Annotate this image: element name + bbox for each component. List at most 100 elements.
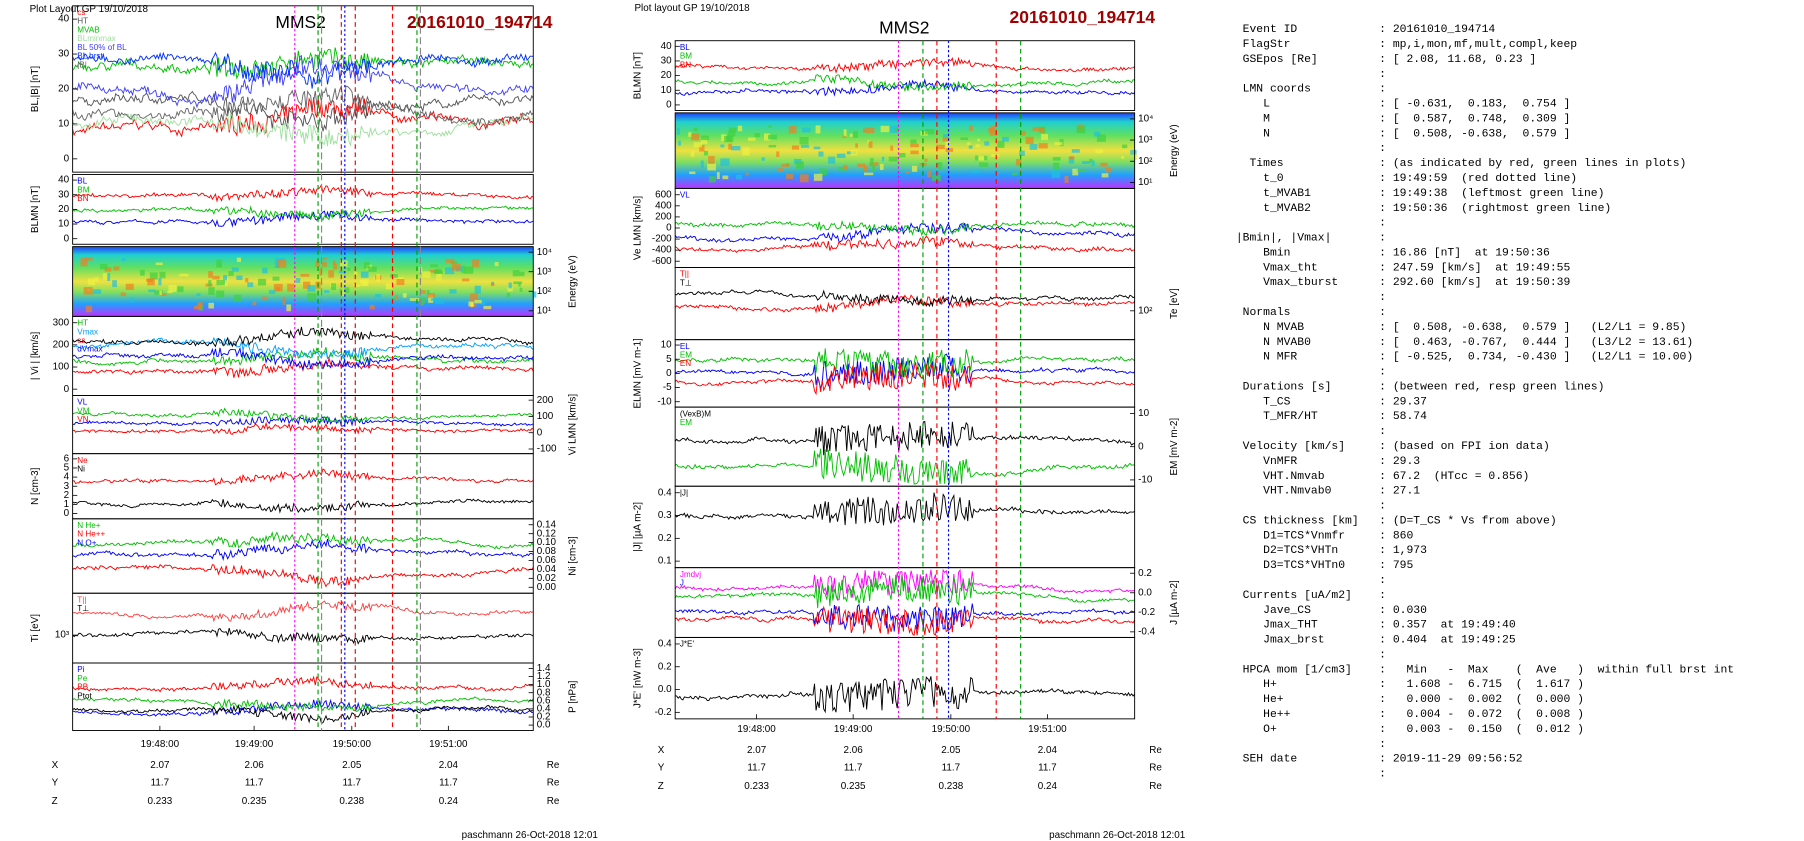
tick-label: 1.2 [537,671,551,682]
spectrogram-cell [1095,149,1103,154]
tick-label: 0 [64,384,70,395]
info-line: Jave_CS : 0.030 [1236,605,1427,617]
info-line: HPCA mom [1/cm3] : Min - Max ( Ave ) wit… [1236,664,1734,676]
trace [72,84,534,129]
tick-label: 100 [53,362,70,373]
legend-entry: BL [680,43,690,52]
trace [72,696,534,713]
tick-label: 20 [58,204,69,215]
panel-frame [72,518,534,594]
spectrogram-cell [262,296,268,301]
legend-entry: T⊥ [77,604,89,613]
spectrogram-cell [395,295,399,301]
axis-label: | Vi | [km/s] [30,332,41,381]
info-line: : [1236,292,1386,304]
spectrogram-cell [800,144,810,148]
tick-label: 10² [537,286,552,297]
spectrogram-cell [391,297,396,301]
spectrogram-cell [1051,169,1060,178]
spectrogram-cell [700,160,704,169]
legend-entry: cs [77,336,85,345]
tick-label: -400 [652,245,672,256]
axis-label: Ti [eV] [30,614,41,642]
spectrogram-cell [975,155,979,161]
spectrogram-cell [216,280,225,286]
spectrogram-cell [678,140,681,146]
tick-label: 0 [64,153,70,164]
spectrogram-cell [480,298,486,305]
spectrogram-cell [531,291,537,298]
spectrogram-cell [888,156,898,162]
spectrogram-cell [147,278,155,286]
tick-label: 100 [537,411,554,422]
spectrogram-cell [943,134,948,137]
coord-cell: 2.04 [439,760,459,771]
spectrogram-cell [208,280,212,287]
spectrogram-cell [262,267,268,274]
trace [72,628,534,645]
spectrogram-cell [729,127,737,133]
spectrogram-cell [1101,173,1109,178]
spectrogram-cell [781,164,789,167]
coord-cell: 0.233 [148,796,173,807]
tick-label: 0.2 [658,533,672,544]
trace [72,498,534,514]
spectrogram-cell [910,139,917,144]
legend-entry: BLminmax [77,34,115,43]
spectrogram-cell [451,263,461,271]
tick-label: 0 [537,427,543,438]
spectrogram-cell [850,149,858,156]
spectrogram-cell [1130,149,1137,155]
tick-label: 40 [661,41,672,52]
spectrogram-cell [159,271,166,279]
legend-entry: T⊥ [680,278,692,287]
spectrogram-cell [494,261,499,267]
trace [674,420,1135,456]
spectrogram-cell [434,268,442,274]
spectrogram [72,246,534,317]
tick-label: 10³ [1138,135,1153,146]
tick-label: 10⁴ [537,247,552,258]
spectrogram-cell [420,290,426,294]
spectrogram-cell [193,305,199,310]
info-line: : [1236,426,1386,438]
spectrogram-cell [716,172,720,180]
panel-frame [72,395,534,455]
spectrogram-cell [742,147,750,156]
spectrogram-cell [776,151,780,157]
spectrogram-cell [731,145,741,151]
spectrogram-cell [461,265,466,274]
spectrogram-cell [197,304,202,310]
coord-cell: 2.06 [844,745,864,756]
info-line: Vmax_tburst : 292.60 [km/s] at 19:50:39 [1236,277,1571,289]
legend-entry: BN [680,60,691,69]
spectrogram-cell [1029,143,1038,150]
spectrogram-cell [708,176,716,183]
spectrogram-cell [444,267,455,275]
spectrogram-cell [763,133,771,141]
legend-entry: BM [77,185,89,194]
spectrogram-cell [87,278,96,286]
spectrogram-cell [428,295,434,303]
spectrogram-cell [920,131,928,136]
spectrogram-cell [197,302,203,306]
spectrogram-cell [148,289,156,293]
coord-cell: Re [547,760,560,771]
spectrogram-cell [121,258,126,262]
spectrogram-cell [342,288,345,297]
spectrogram-cell [275,257,285,262]
info-line: Jmax_THT : 0.357 at 19:49:40 [1236,620,1516,632]
spectrogram-cell [468,301,474,307]
spectrogram-cell [277,259,287,268]
info-line: VHT.Nmvab0 : 27.1 [1236,486,1420,498]
spectrogram-cell [507,287,513,292]
spectrogram-cell [818,151,824,157]
spectrogram-cell [910,143,919,148]
spectrogram-cell [728,143,733,150]
spectrogram-cell [464,266,474,274]
spectrogram-cell [842,164,848,170]
coord-cell: Y [658,762,665,773]
legend-entry: EN [680,359,691,368]
tick-label: 30 [58,49,69,60]
spectrogram-cell [924,158,928,162]
